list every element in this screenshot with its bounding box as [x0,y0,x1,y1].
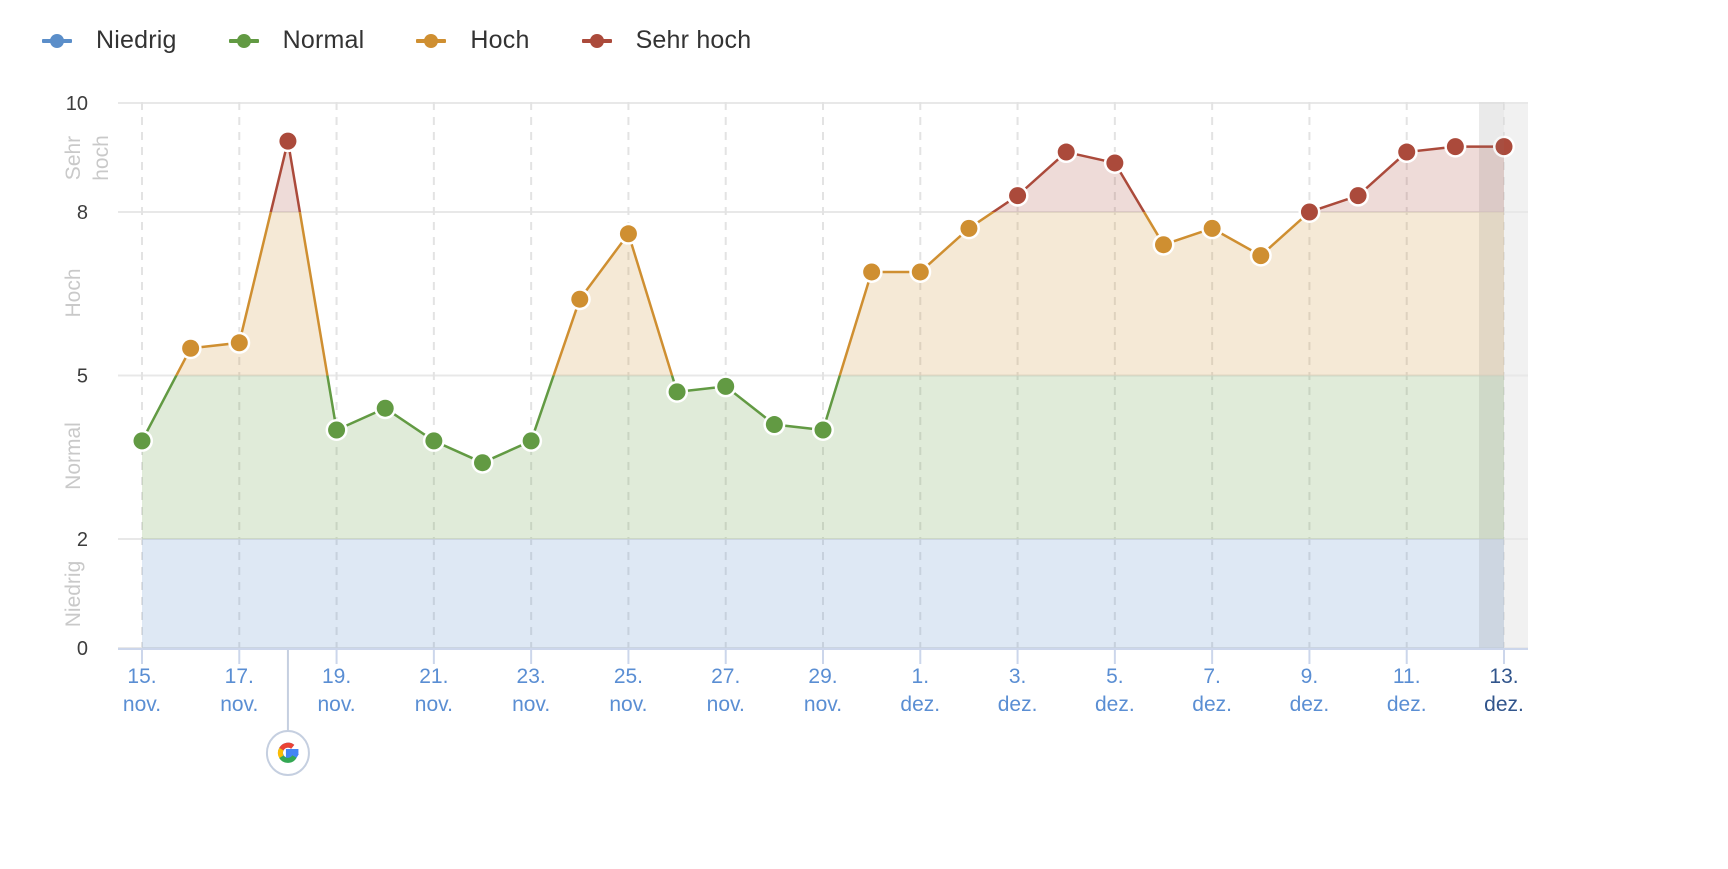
y-band-label: hoch [90,135,113,181]
data-point[interactable] [960,219,978,237]
chart-legend: Niedrig Normal Hoch Sehr hoch [42,26,803,55]
legend-marker-icon [416,33,447,48]
series-line [174,212,1314,376]
data-point[interactable] [911,263,929,281]
x-tick-day: 11. [1393,665,1421,688]
y-band-label: Niedrig [62,561,85,628]
data-point[interactable] [1349,187,1367,205]
x-tick-month: nov. [415,693,453,716]
legend-item-normal[interactable]: Normal [228,26,365,55]
y-band-label: Sehr [62,136,85,180]
x-tick-day: 3. [1009,665,1027,688]
data-point[interactable] [474,454,491,472]
legend-label: Niedrig [96,26,177,54]
data-point[interactable] [619,225,637,243]
data-point[interactable] [814,421,832,439]
area-normal [142,375,1504,539]
data-point[interactable] [133,432,151,450]
x-tick-day: 29. [808,665,837,688]
data-point[interactable] [1398,143,1416,161]
data-point[interactable] [1495,138,1513,156]
legend-item-niedrig[interactable]: Niedrig [42,26,177,55]
x-tick-month: nov. [220,693,258,716]
x-tick-month: nov. [707,693,745,716]
legend-marker-icon [42,33,72,48]
data-point[interactable] [1009,187,1027,205]
x-tick-month: nov. [609,693,647,716]
legend-item-sehr-hoch[interactable]: Sehr hoch [581,26,752,55]
x-tick-day: 25. [614,665,643,688]
data-point[interactable] [1106,154,1124,172]
data-point[interactable] [182,339,200,357]
x-tick-day: 15. [127,665,156,688]
data-point[interactable] [425,432,443,450]
data-point[interactable] [863,263,881,281]
data-point[interactable] [765,416,783,434]
x-tick-month: nov. [123,693,161,716]
y-band-label: Hoch [62,268,85,317]
legend-label: Sehr hoch [635,26,752,54]
x-tick-month: dez. [1387,693,1427,716]
x-tick-month: dez. [998,693,1038,716]
data-point[interactable] [1155,236,1172,254]
x-tick-month: dez. [1192,693,1232,716]
x-tick-day: 23. [517,665,546,688]
x-tick-day: 17. [225,665,254,688]
area-sehr-hoch [270,141,1504,212]
data-point[interactable] [717,377,735,395]
y-tick-label: 5 [77,366,88,388]
data-point[interactable] [1057,143,1075,161]
x-tick-month: nov. [804,693,842,716]
data-point[interactable] [1203,219,1221,237]
y-band-label: Normal [62,422,85,490]
y-tick-label: 8 [77,202,88,224]
legend-marker-icon [581,33,612,48]
x-tick-day: 27. [711,665,740,688]
area-hoch [176,212,1504,376]
data-point[interactable] [376,399,394,417]
x-tick-day: 9. [1301,665,1319,688]
legend-label: Normal [282,26,365,54]
x-tick-day: 1. [912,665,930,688]
legend-marker-icon [228,33,259,48]
x-tick-month: dez. [1484,693,1524,716]
data-point[interactable] [1252,247,1270,265]
data-point[interactable] [279,132,297,150]
legend-label: Hoch [470,26,530,54]
data-point[interactable] [1446,138,1464,156]
x-tick-month: nov. [512,693,550,716]
x-tick-day: 7. [1203,665,1221,688]
x-tick-month: dez. [1095,693,1135,716]
x-tick-month: nov. [318,693,356,716]
area-niedrig [142,539,1504,648]
data-point[interactable] [1300,203,1318,221]
data-point[interactable] [328,421,346,439]
highlighted-range-overlay [1479,102,1504,648]
data-point[interactable] [230,334,248,352]
y-tick-label: 10 [66,93,88,115]
data-point[interactable] [668,383,686,401]
y-tick-label: 0 [77,638,88,660]
google-icon[interactable] [265,730,310,776]
x-tick-month: dez. [900,693,940,716]
data-point[interactable] [571,290,589,308]
data-point[interactable] [522,432,540,450]
x-tick-day: 19. [322,665,351,688]
legend-item-hoch[interactable]: Hoch [416,26,529,55]
x-tick-day: 13. [1489,665,1518,688]
x-tick-month: dez. [1290,693,1330,716]
x-tick-day: 21. [419,665,448,688]
y-tick-label: 2 [77,529,88,551]
x-tick-day: 5. [1106,665,1124,688]
